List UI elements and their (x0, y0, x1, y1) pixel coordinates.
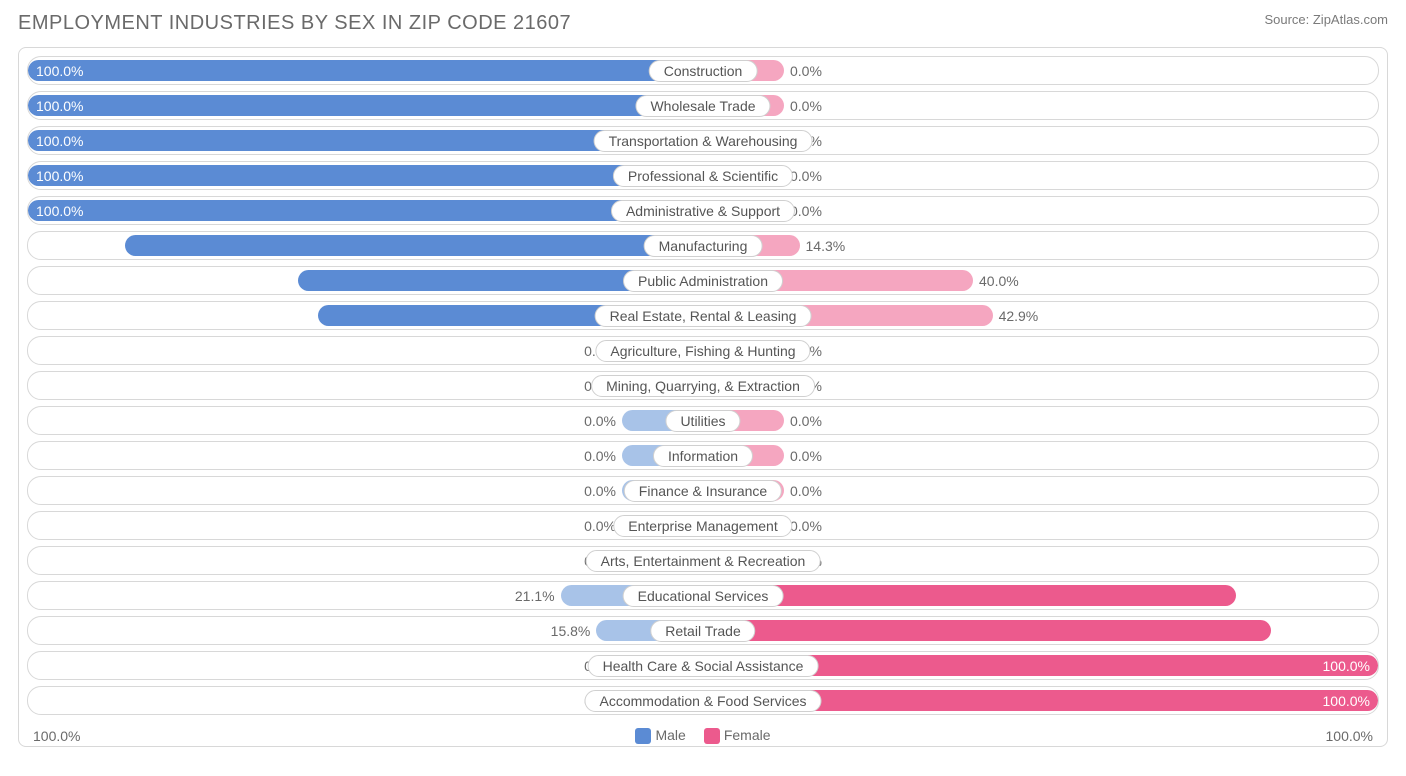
category-label: Construction (649, 60, 758, 82)
male-bar (28, 95, 703, 116)
chart-row: 100.0% 0.0% Wholesale Trade (27, 91, 1379, 120)
male-bar (28, 200, 703, 221)
male-value: 100.0% (36, 168, 83, 184)
female-value: 100.0% (1323, 658, 1370, 674)
male-value: 15.8% (551, 623, 591, 639)
legend: Male Female (635, 727, 770, 744)
chart-row: 57.1% 42.9% Real Estate, Rental & Leasing (27, 301, 1379, 330)
male-value: 100.0% (36, 63, 83, 79)
chart-row: 0.0%100.0%Accommodation & Food Services (27, 686, 1379, 715)
axis-right-label: 100.0% (1326, 728, 1373, 744)
male-bar (28, 60, 703, 81)
category-label: Educational Services (623, 585, 784, 607)
female-swatch-icon (704, 728, 720, 744)
male-value: 21.1% (515, 588, 555, 604)
chart-title: EMPLOYMENT INDUSTRIES BY SEX IN ZIP CODE… (18, 12, 571, 35)
male-swatch-icon (635, 728, 651, 744)
category-label: Administrative & Support (611, 200, 795, 222)
chart-row: 100.0%0.0%Transportation & Warehousing (27, 126, 1379, 155)
category-label: Agriculture, Fishing & Hunting (595, 340, 810, 362)
male-value: 57.1% (36, 308, 76, 324)
female-value: 0.0% (790, 448, 822, 464)
category-label: Real Estate, Rental & Leasing (595, 305, 812, 327)
male-value: 100.0% (36, 133, 83, 149)
female-value: 79.0% (1330, 588, 1370, 604)
chart-row: 100.0% 0.0% Construction (27, 56, 1379, 85)
chart-row: 0.0% 0.0% Finance & Insurance (27, 476, 1379, 505)
male-value: 0.0% (584, 483, 616, 499)
category-label: Arts, Entertainment & Recreation (586, 550, 821, 572)
male-value: 0.0% (584, 448, 616, 464)
female-value: 0.0% (790, 483, 822, 499)
chart-row: 0.0% 0.0% Utilities (27, 406, 1379, 435)
male-value: 0.0% (584, 413, 616, 429)
category-label: Transportation & Warehousing (594, 130, 813, 152)
category-label: Manufacturing (644, 235, 763, 257)
male-value: 100.0% (36, 203, 83, 219)
female-value: 0.0% (790, 98, 822, 114)
category-label: Public Administration (623, 270, 783, 292)
category-label: Accommodation & Food Services (585, 690, 822, 712)
category-label: Wholesale Trade (635, 95, 770, 117)
chart-row: 100.0%0.0%Administrative & Support (27, 196, 1379, 225)
male-value: 0.0% (584, 518, 616, 534)
category-label: Enterprise Management (613, 515, 792, 537)
chart-source: Source: ZipAtlas.com (1264, 12, 1388, 27)
male-value: 60.0% (36, 273, 76, 289)
chart-row: 85.7% 14.3% Manufacturing (27, 231, 1379, 260)
chart-area: 100.0% 0.0% Construction 100.0% 0.0% Wholesal… (18, 47, 1388, 747)
female-value: 0.0% (790, 413, 822, 429)
male-bar (28, 165, 703, 186)
female-bar (703, 620, 1271, 641)
category-label: Professional & Scientific (613, 165, 793, 187)
chart-row: 60.0% 40.0% Public Administration (27, 266, 1379, 295)
female-value: 0.0% (790, 168, 822, 184)
male-value: 100.0% (36, 98, 83, 114)
female-value: 84.2% (1330, 623, 1370, 639)
chart-row: 0.0% 0.0% Information (27, 441, 1379, 470)
chart-row: 0.0% 0.0%Enterprise Management (27, 511, 1379, 540)
male-bar (125, 235, 703, 256)
female-value: 0.0% (790, 518, 822, 534)
chart-row: 0.0%0.0%Agriculture, Fishing & Hunting (27, 336, 1379, 365)
chart-row: 21.1% 79.0% Educational Services (27, 581, 1379, 610)
chart-row: 0.0%0.0%Mining, Quarrying, & Extraction (27, 371, 1379, 400)
category-label: Health Care & Social Assistance (588, 655, 819, 677)
chart-row: 0.0%0.0%Arts, Entertainment & Recreation (27, 546, 1379, 575)
category-label: Finance & Insurance (624, 480, 782, 502)
legend-female: Female (704, 727, 771, 744)
female-value: 100.0% (1323, 693, 1370, 709)
axis-left-label: 100.0% (33, 728, 80, 744)
female-value: 14.3% (806, 238, 846, 254)
chart-row: 0.0%100.0%Health Care & Social Assistanc… (27, 651, 1379, 680)
female-value: 40.0% (979, 273, 1019, 289)
category-label: Retail Trade (650, 620, 755, 642)
category-label: Information (653, 445, 753, 467)
female-value: 0.0% (790, 63, 822, 79)
legend-male: Male (635, 727, 685, 744)
chart-header: EMPLOYMENT INDUSTRIES BY SEX IN ZIP CODE… (18, 12, 1388, 35)
chart-footer: 100.0% Male Female 100.0% (27, 721, 1379, 744)
female-value: 42.9% (999, 308, 1039, 324)
chart-row: 100.0% 0.0%Professional & Scientific (27, 161, 1379, 190)
chart-row: 15.8% 84.2% Retail Trade (27, 616, 1379, 645)
category-label: Utilities (665, 410, 740, 432)
male-value: 85.7% (36, 238, 76, 254)
category-label: Mining, Quarrying, & Extraction (591, 375, 815, 397)
